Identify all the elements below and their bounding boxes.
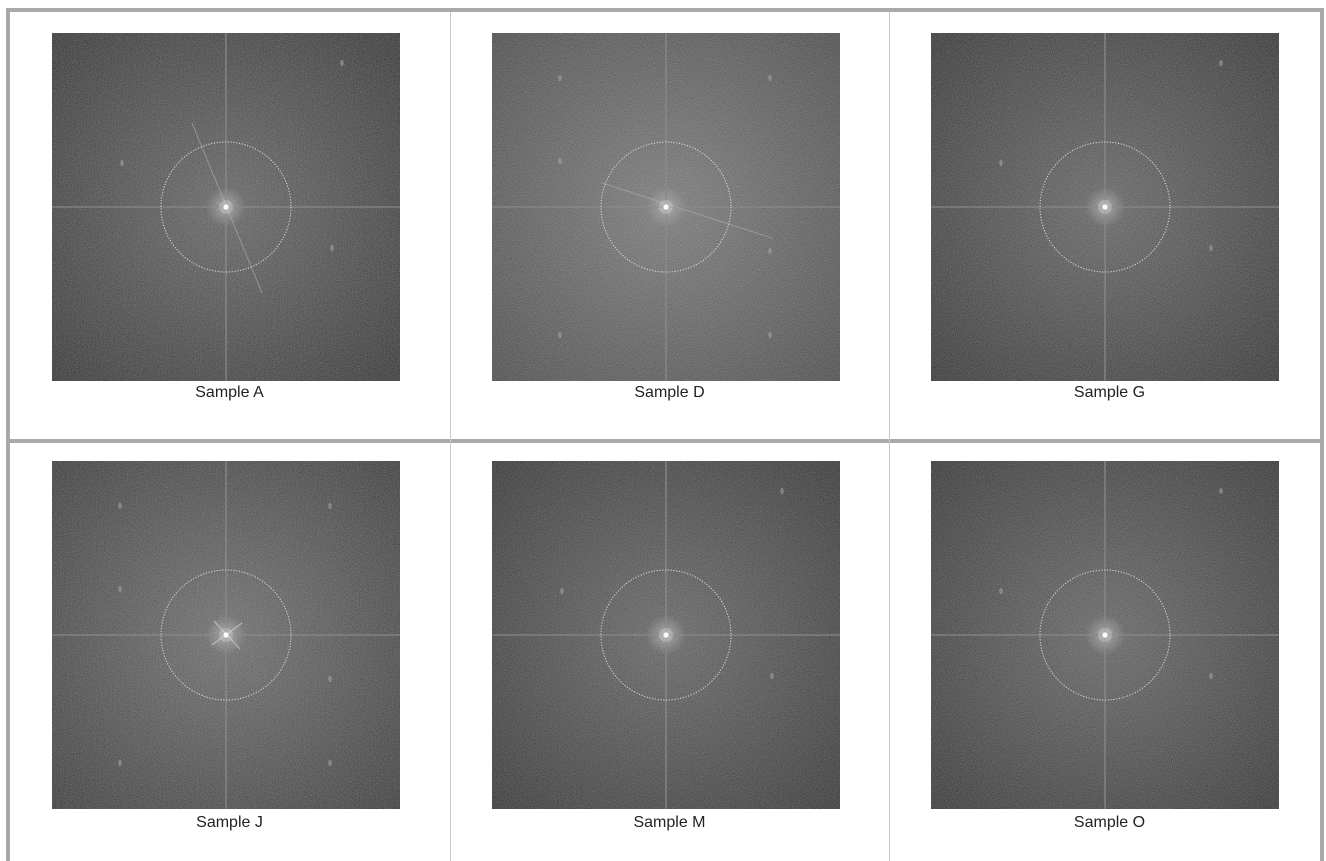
panel-sample-m: Sample M [450, 443, 889, 861]
panel-sample-d: Sample D [450, 12, 889, 439]
spectral-peak [770, 672, 774, 680]
frequency-ring [600, 141, 732, 273]
panel-sample-o: Sample O [890, 443, 1326, 861]
dc-peak [663, 204, 669, 210]
spectral-peak [328, 675, 332, 683]
fft-spectrum-image-m [492, 461, 840, 809]
frequency-ring [160, 141, 292, 273]
spectral-peak [120, 159, 124, 167]
fft-spectrum-image-j [52, 461, 400, 809]
spectral-peak [768, 247, 772, 255]
spectral-peak [118, 759, 122, 767]
fft-sample-grid: Sample A Sample D Sample G Sample J Samp… [6, 8, 1324, 861]
spectral-peak [118, 502, 122, 510]
spectral-peak [558, 74, 562, 82]
grid-row-top: Sample A Sample D Sample G [10, 12, 1320, 439]
panel-sample-g: Sample G [890, 12, 1326, 439]
spectral-peak [558, 157, 562, 165]
spectral-peak [1209, 672, 1213, 680]
dc-peak [1102, 632, 1108, 638]
spectral-peak [768, 74, 772, 82]
spectral-peak [1219, 59, 1223, 67]
dc-peak [1102, 204, 1108, 210]
frequency-ring [160, 569, 292, 701]
row-divider [10, 439, 1320, 443]
fft-spectrum-image-o [931, 461, 1279, 809]
column-divider [889, 12, 890, 861]
grid-row-bottom: Sample J Sample M Sample O [10, 443, 1320, 861]
panel-caption: Sample M [633, 814, 706, 831]
spectral-peak [999, 587, 1003, 595]
spectral-peak [328, 502, 332, 510]
frequency-ring [600, 569, 732, 701]
panel-caption: Sample D [634, 384, 705, 401]
spectral-peak [330, 244, 334, 252]
panel-sample-j: Sample J [10, 443, 449, 861]
spectral-peak [999, 159, 1003, 167]
dc-peak [663, 632, 669, 638]
frequency-ring [1039, 141, 1171, 273]
panel-sample-a: Sample A [10, 12, 449, 439]
panel-caption: Sample J [196, 814, 263, 831]
fft-spectrum-image-g [931, 33, 1279, 381]
spectral-peak [340, 59, 344, 67]
frequency-ring [1039, 569, 1171, 701]
spectral-streak [601, 182, 773, 239]
spectral-peak [1219, 487, 1223, 495]
spectral-peak [1209, 244, 1213, 252]
fft-spectrum-image-d [492, 33, 840, 381]
spectral-peak [780, 487, 784, 495]
column-divider [450, 12, 451, 861]
spectral-peak [558, 331, 562, 339]
spectral-peak [328, 759, 332, 767]
spectral-peak [560, 587, 564, 595]
panel-caption: Sample A [195, 384, 264, 401]
panel-caption: Sample G [1073, 384, 1146, 401]
dc-peak [223, 632, 229, 638]
spectral-peak [118, 585, 122, 593]
panel-caption: Sample O [1073, 814, 1146, 831]
fft-spectrum-image-a [52, 33, 400, 381]
dc-peak [223, 204, 229, 210]
spectral-peak [768, 331, 772, 339]
